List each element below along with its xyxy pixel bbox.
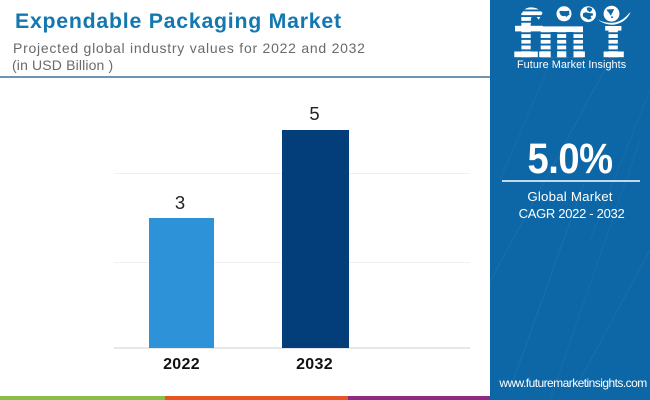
svg-text:Future Market Insights: Future Market Insights — [517, 59, 627, 71]
